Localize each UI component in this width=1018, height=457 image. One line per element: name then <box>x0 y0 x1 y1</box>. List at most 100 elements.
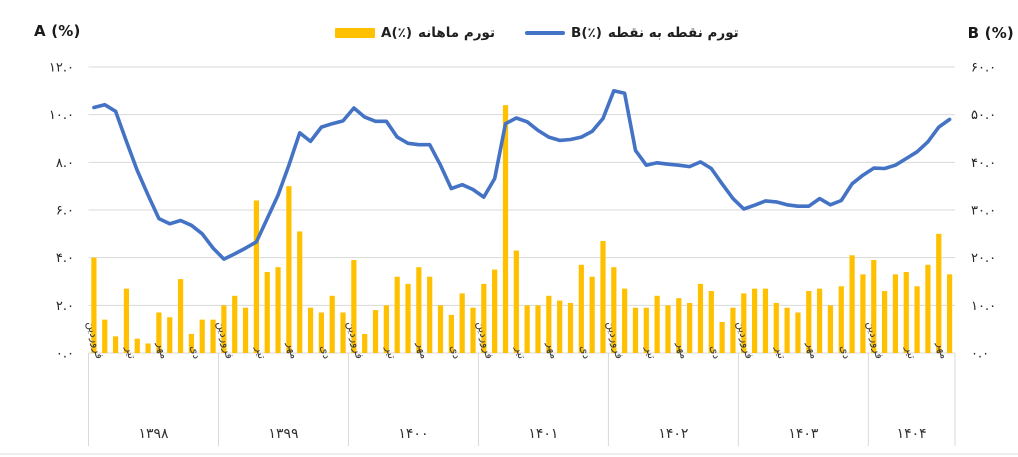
monthly-inflation-bar <box>405 283 411 353</box>
monthly-inflation-bar <box>730 307 736 353</box>
monthly-inflation-bar <box>914 286 920 353</box>
yoy-inflation-line <box>92 89 952 261</box>
left-axis-tick-label: ۱۰.۰ <box>49 108 74 123</box>
monthly-inflation-bar <box>351 260 357 353</box>
monthly-inflation-bar <box>221 305 227 353</box>
monthly-inflation-bar <box>925 264 931 353</box>
monthly-inflation-bar <box>557 300 563 353</box>
month-tick-label: دی <box>318 344 334 360</box>
monthly-inflation-bar <box>91 257 97 353</box>
year-tick-label: ۱۴۰۱ <box>528 426 558 442</box>
monthly-inflation-bar <box>946 274 953 353</box>
month-tick-label: دی <box>708 344 724 360</box>
monthly-inflation-bar <box>892 274 899 353</box>
monthly-inflation-bar <box>849 255 855 353</box>
legend-label-yoy: تورم نقطه به نقطه <box>607 25 739 41</box>
monthly-inflation-bar <box>611 267 617 353</box>
monthly-inflation-bar <box>827 305 834 353</box>
legend: A(٪) تورم ماهانه B(٪) تورم نقطه به نقطه <box>335 25 739 41</box>
monthly-inflation-bar <box>513 250 519 353</box>
month-tick-label: مهر <box>284 340 301 361</box>
monthly-inflation-bar <box>188 333 194 353</box>
monthly-inflation-bar <box>416 267 422 353</box>
month-tick-label: دی <box>188 344 204 360</box>
left-axis-tick-label: ۱۲.۰ <box>49 61 74 76</box>
monthly-inflation-bar <box>838 286 844 353</box>
monthly-inflation-bar <box>817 288 823 353</box>
year-tick-label: ۱۴۰۲ <box>658 426 688 442</box>
year-tick-label: ۱۳۹۹ <box>268 426 298 442</box>
monthly-inflation-bar <box>307 307 314 353</box>
monthly-inflation-bar <box>459 293 465 353</box>
monthly-inflation-bar <box>102 319 108 353</box>
monthly-inflation-bar <box>654 295 660 353</box>
month-tick-label: تیر <box>643 344 659 360</box>
left-axis-title: A (%) <box>34 22 81 40</box>
monthly-inflation-bar <box>806 291 812 353</box>
right-axis-tick-label: ۶۰.۰ <box>971 61 996 76</box>
month-tick-label: تیر <box>123 344 139 360</box>
monthly-inflation-bar <box>329 295 335 353</box>
legend-code-a: A(٪) <box>381 25 413 41</box>
right-axis-tick-label: ۵۰.۰ <box>971 108 996 123</box>
monthly-inflation-bar <box>167 317 173 353</box>
year-tick-label: ۱۴۰۳ <box>788 426 819 442</box>
right-axis-tick-label: ۳۰.۰ <box>971 204 996 219</box>
monthly-inflation-bar <box>286 186 292 353</box>
monthly-inflation-bar <box>112 336 119 353</box>
monthly-inflation-bar <box>123 288 130 353</box>
monthly-inflation-bar <box>762 288 769 353</box>
monthly-inflation-bar <box>567 302 574 353</box>
monthly-inflation-bar <box>795 312 801 353</box>
monthly-inflation-bar <box>448 314 454 353</box>
monthly-inflation-bar <box>427 276 433 353</box>
monthly-inflation-bar <box>134 338 140 353</box>
right-axis-tick-label: ۰.۰ <box>971 347 989 362</box>
year-tick-label: ۱۳۹۸ <box>138 426 169 442</box>
year-tick-label: ۱۴۰۴ <box>897 426 927 442</box>
monthly-inflation-bar <box>145 343 151 353</box>
monthly-inflation-bar <box>481 283 487 353</box>
monthly-inflation-bar <box>156 312 162 353</box>
monthly-inflation-bar <box>524 305 530 353</box>
monthly-inflation-bar <box>936 233 942 353</box>
left-axis-tick-label: ۸.۰ <box>56 156 74 171</box>
right-axis-tick-label: ۲۰.۰ <box>971 251 996 266</box>
right-axis-title: B (%) <box>967 24 1014 42</box>
monthly-inflation-bar <box>210 319 216 353</box>
month-tick-label: تیر <box>253 344 269 360</box>
left-axis-tick-label: ۴.۰ <box>56 251 74 266</box>
month-tick-label: دی <box>448 344 464 360</box>
monthly-inflation-bar <box>741 293 747 353</box>
legend-label-monthly: تورم ماهانه <box>418 25 496 41</box>
monthly-inflation-bar <box>264 271 270 353</box>
monthly-inflation-bar <box>535 305 541 353</box>
monthly-inflation-bar <box>362 333 368 353</box>
right-axis-tick-label: ۴۰.۰ <box>971 156 996 171</box>
monthly-inflation-bar <box>546 295 552 353</box>
month-tick-label: مهر <box>154 340 171 361</box>
monthly-inflation-bar <box>860 274 866 353</box>
monthly-inflation-bar <box>275 267 281 353</box>
monthly-inflation-bar <box>470 307 476 353</box>
right-axis-tick-label: ۱۰.۰ <box>971 299 996 314</box>
year-tick-label: ۱۴۰۰ <box>398 426 428 442</box>
month-tick-label: تیر <box>773 344 789 360</box>
monthly-inflation-bar <box>600 240 606 353</box>
monthly-inflation-bar <box>177 279 184 353</box>
monthly-inflation-bar <box>589 276 595 353</box>
monthly-inflation-bar <box>643 307 649 353</box>
month-tick-label: مهر <box>414 340 431 361</box>
monthly-inflation-bar <box>903 271 909 353</box>
month-tick-label: مهر <box>544 340 561 361</box>
month-tick-label: مهر <box>934 340 951 361</box>
monthly-inflation-bar <box>242 307 249 353</box>
monthly-inflation-bar <box>383 305 389 353</box>
monthly-inflation-bar <box>232 295 238 353</box>
monthly-inflation-bar <box>708 291 714 353</box>
monthly-inflation-bar <box>632 307 639 353</box>
left-axis-tick-label: ۶.۰ <box>56 204 74 219</box>
monthly-inflation-bar <box>578 264 584 353</box>
monthly-inflation-bar <box>881 291 888 353</box>
month-tick-label: مهر <box>804 340 821 361</box>
